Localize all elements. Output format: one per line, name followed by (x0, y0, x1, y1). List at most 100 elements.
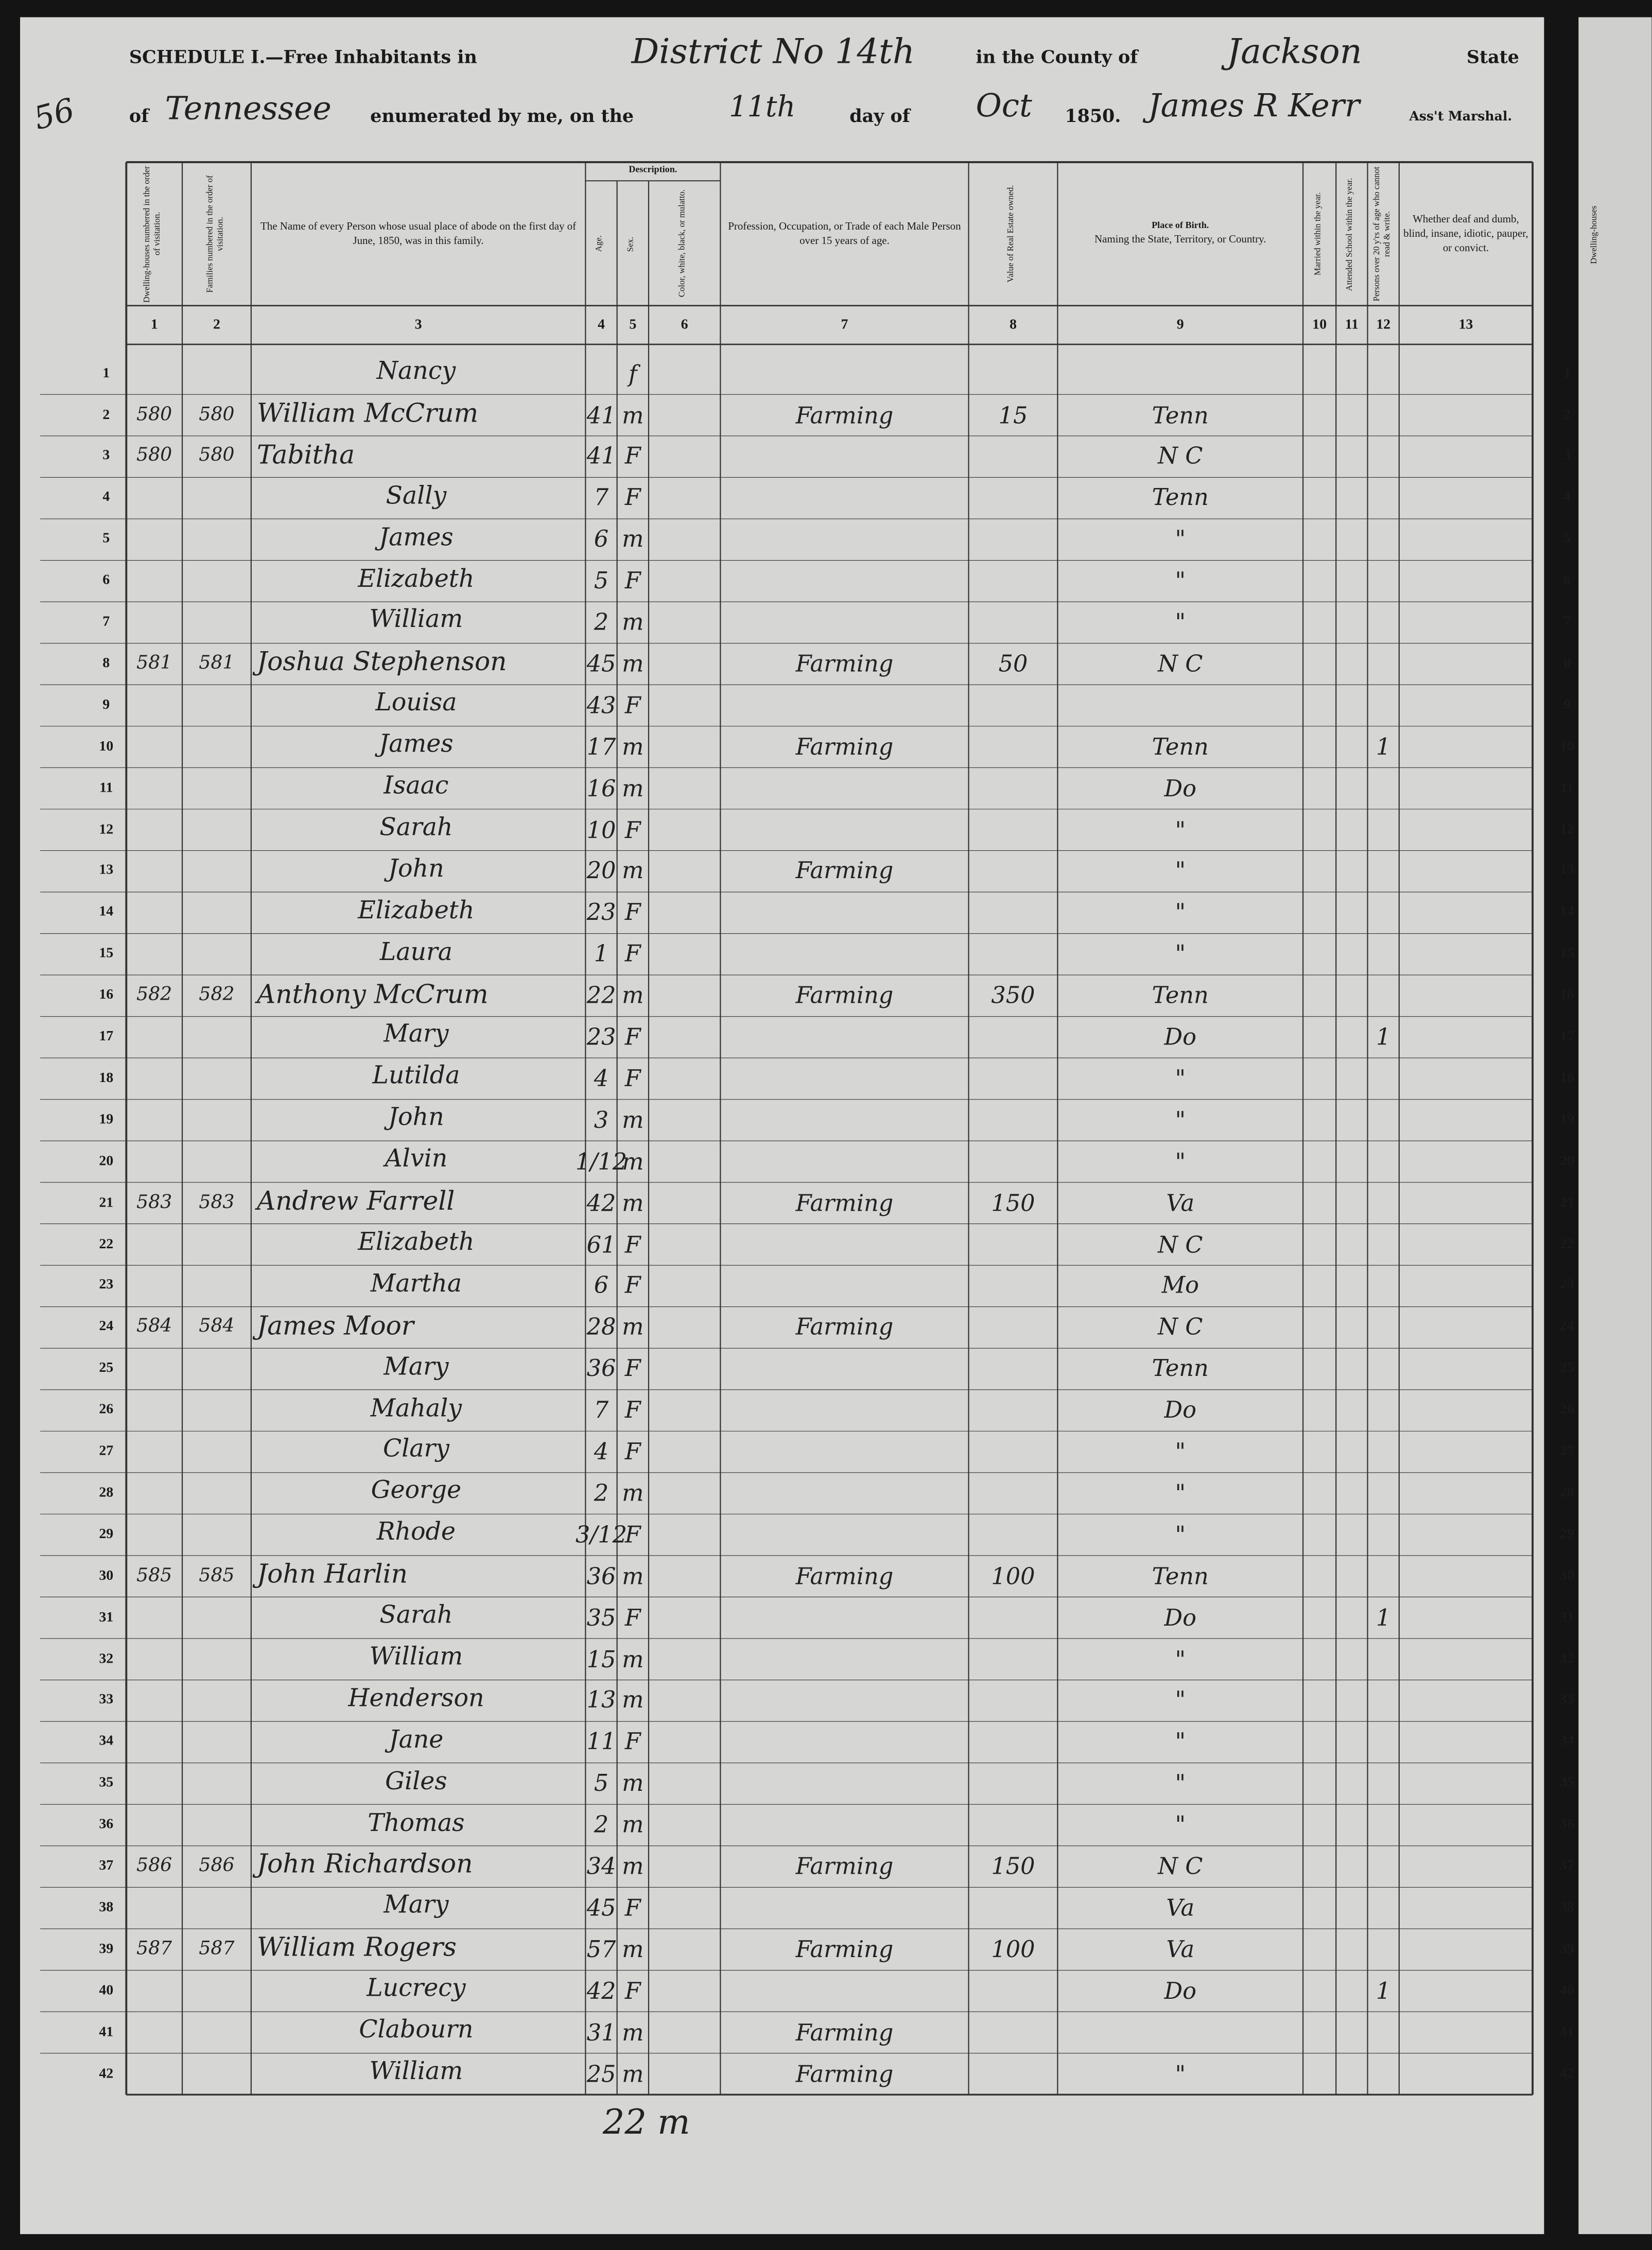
line-number-next: 13 (1560, 863, 1574, 879)
line-number: 28 (99, 1485, 114, 1501)
person-name: Louisa (375, 689, 457, 718)
person-name: Nancy (376, 357, 456, 386)
column-label: Sex. (628, 236, 636, 252)
birthplace: " (1175, 1438, 1186, 1466)
day-of: day of (849, 104, 910, 127)
birthplace: " (1175, 608, 1186, 636)
person-name: Alvin (385, 1145, 448, 1174)
occupation: Farming (795, 1935, 894, 1963)
age: 2 (594, 608, 609, 636)
age: 45 (586, 1894, 616, 1922)
age: 57 (586, 1935, 616, 1963)
real-estate: 50 (998, 650, 1028, 677)
dwelling: 583 (136, 1192, 172, 1214)
age: 25 (586, 2060, 616, 2087)
birthplace: N C (1158, 1230, 1203, 1258)
next-page-header: Dwelling-houses (1590, 206, 1599, 265)
person-name: William (369, 2057, 463, 2086)
line-number: 22 (99, 1236, 114, 1252)
family: 583 (199, 1192, 235, 1214)
age: 4 (594, 1065, 609, 1092)
family: 580 (199, 445, 235, 467)
sex: F (624, 484, 641, 512)
sex: F (624, 1603, 641, 1631)
person-name: James (379, 523, 454, 552)
sex: m (622, 1147, 644, 1175)
illiterate: 1 (1376, 1023, 1391, 1051)
person-name: Thomas (368, 1808, 465, 1838)
line-number: 30 (99, 1568, 114, 1584)
line-number: 1 (102, 365, 110, 381)
birthplace: Tenn (1152, 1562, 1209, 1590)
column-header: Persons over 20 y'rs of age who cannot r… (1367, 162, 1399, 306)
person-name: James Moor (256, 1311, 414, 1341)
column-header: The Name of every Person whose usual pla… (251, 162, 585, 306)
line-number: 3 (102, 448, 110, 464)
column-sublabel: Naming the State, Territory, or Country. (1094, 233, 1266, 246)
column-header: Married within the year. (1303, 162, 1336, 306)
column-number: 12 (1376, 317, 1391, 333)
age: 7 (594, 484, 609, 512)
column-label: Persons over 20 y'rs of age who cannot r… (1373, 166, 1392, 302)
line-number-next: 40 (1560, 1982, 1574, 1999)
sex: m (622, 1313, 644, 1341)
age: 61 (586, 1230, 616, 1258)
person-name: Martha (370, 1269, 462, 1299)
illiterate: 1 (1376, 732, 1391, 760)
occupation: Farming (795, 2060, 894, 2087)
occupation: Farming (795, 2018, 894, 2046)
sex: m (622, 650, 644, 677)
age: 3 (594, 1106, 609, 1133)
column-label: The Name of every Person whose usual pla… (260, 219, 577, 247)
person-name: Mahaly (370, 1394, 462, 1423)
person-name: Mary (384, 1021, 449, 1050)
birthplace: " (1175, 815, 1186, 843)
birthplace: " (1175, 2060, 1186, 2087)
column-number: 10 (1312, 317, 1327, 333)
line-number-next: 41 (1560, 2024, 1574, 2040)
illiterate: 1 (1376, 1977, 1391, 2004)
sex: F (624, 1355, 641, 1383)
age: 5 (594, 567, 609, 595)
sex: f (629, 359, 637, 387)
real-estate: 350 (991, 982, 1035, 1009)
person-name: William (369, 1643, 463, 1672)
birthplace: " (1175, 1065, 1186, 1092)
line-number: 6 (102, 572, 110, 589)
column-number: 5 (629, 317, 637, 333)
column-header: Value of Real Estate owned. (969, 162, 1058, 306)
sex: F (624, 1438, 641, 1466)
column-number: 8 (1010, 317, 1017, 333)
birthplace: Tenn (1152, 1355, 1209, 1383)
line-number-next: 14 (1560, 904, 1574, 920)
dwelling: 587 (136, 1938, 172, 1960)
age: 34 (586, 1852, 616, 1880)
birthplace: " (1175, 1728, 1186, 1756)
line-number: 34 (99, 1734, 114, 1750)
line-number: 36 (99, 1817, 114, 1833)
line-number-next: 34 (1560, 1734, 1574, 1750)
column-label: Married within the year. (1314, 192, 1323, 276)
line-number: 21 (99, 1195, 114, 1211)
column-label: Value of Real Estate owned. (1007, 185, 1017, 283)
line-number: 42 (99, 2065, 114, 2082)
person-name: Henderson (348, 1684, 484, 1713)
person-name: Isaac (384, 772, 449, 801)
birthplace: Do (1164, 1603, 1197, 1631)
sex: F (624, 1023, 641, 1051)
birthplace: Do (1164, 1977, 1197, 2004)
column-header: Sex. (617, 182, 649, 306)
line-number-next: 7 (1563, 614, 1571, 630)
line-number: 38 (99, 1899, 114, 1916)
real-estate: 150 (991, 1852, 1035, 1880)
line-number: 23 (99, 1278, 114, 1294)
birthplace: " (1175, 940, 1186, 968)
column-number: 11 (1345, 317, 1359, 333)
age: 41 (586, 442, 616, 470)
sex: m (622, 1106, 644, 1133)
person-name: John (388, 1104, 444, 1132)
column-label: Color, white, black, or mulatto. (679, 190, 688, 298)
line-number-next: 27 (1560, 1443, 1574, 1460)
age: 6 (594, 1271, 609, 1299)
age: 35 (586, 1603, 616, 1631)
